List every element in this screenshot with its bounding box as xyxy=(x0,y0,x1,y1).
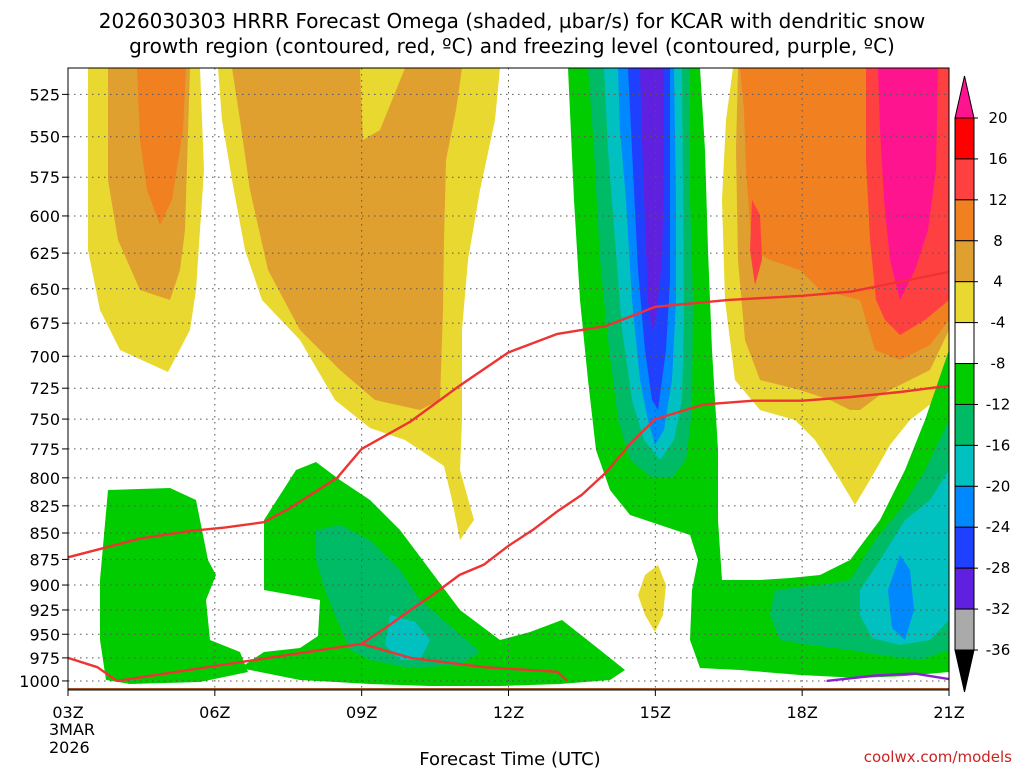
y-tick-label: 775 xyxy=(29,440,60,459)
y-tick-label: 925 xyxy=(29,601,60,620)
y-tick-label: 900 xyxy=(29,576,60,595)
colorbar-label: 16 xyxy=(988,150,1007,168)
colorbar-label: 12 xyxy=(988,191,1007,209)
omega-field-low-mid-teal xyxy=(316,525,480,668)
credit-text: coolwx.com/models xyxy=(864,748,1012,766)
colorbar-swatch xyxy=(954,322,975,365)
x-date-label-line1: 3MAR xyxy=(49,720,95,739)
y-tick-label: 750 xyxy=(29,410,60,429)
x-axis: 03Z 06Z 09Z 12Z 15Z 18Z 21Z xyxy=(52,690,965,722)
colorbar-swatch xyxy=(954,363,975,405)
y-tick-label: 525 xyxy=(29,85,60,104)
colorbar-label: 20 xyxy=(988,109,1007,127)
x-axis-title: Forecast Time (UTC) xyxy=(419,749,600,768)
colorbar-label: 4 xyxy=(993,273,1003,291)
x-tick-label: 09Z xyxy=(346,703,377,722)
colorbar-swatch xyxy=(954,281,975,324)
colorbar-label: -8 xyxy=(991,355,1006,373)
y-tick-label: 850 xyxy=(29,524,60,543)
colorbar-swatch xyxy=(954,526,975,569)
colorbar-label: 8 xyxy=(993,232,1003,250)
colorbar-label: -16 xyxy=(986,436,1011,454)
colorbar-swatch xyxy=(954,240,975,283)
chart-title-line1: 2026030303 HRRR Forecast Omega (shaded, … xyxy=(99,9,925,33)
y-tick-label: 975 xyxy=(29,649,60,668)
colorbar-label: -28 xyxy=(986,559,1011,577)
colorbar-label: -24 xyxy=(986,518,1011,536)
x-tick-label: 21Z xyxy=(933,703,964,722)
colorbar-bottom-arrow xyxy=(954,649,975,693)
y-tick-label: 1000 xyxy=(19,672,60,691)
omega-field-left-plume-core xyxy=(137,68,186,225)
omega-field-right-red-lobe xyxy=(750,200,762,285)
x-tick-label: 12Z xyxy=(493,703,524,722)
x-tick-label: 03Z xyxy=(52,703,83,722)
freezing-level-contour xyxy=(826,672,949,683)
colorbar-swatch xyxy=(954,158,975,201)
y-tick-label: 600 xyxy=(29,207,60,226)
y-tick-label: 875 xyxy=(29,550,60,569)
plot-area xyxy=(68,68,949,690)
colorbar-swatch xyxy=(954,444,975,487)
omega-field-low-left xyxy=(100,488,248,684)
dgz-contour-line xyxy=(68,384,949,683)
colorbar-label: -20 xyxy=(986,477,1011,495)
y-tick-label: 650 xyxy=(29,280,60,299)
omega-field-low-mid-cyan xyxy=(385,615,430,660)
y-tick-label: 675 xyxy=(29,314,60,333)
ground-surface xyxy=(68,688,949,690)
omega-field-right-plume-max xyxy=(878,68,938,300)
omega-field-mid-plume-inner xyxy=(232,68,462,410)
omega-field-low-right-cyan xyxy=(860,470,949,645)
colorbar-swatch xyxy=(954,117,975,160)
colorbar-top-arrow xyxy=(954,75,975,119)
x-tick-label: 06Z xyxy=(199,703,230,722)
dgz-contour-line xyxy=(68,270,949,559)
y-axis: 525 550 575 600 625 650 675 700 725 750 775 800 825 8… xyxy=(19,85,68,691)
y-tick-label: 725 xyxy=(29,379,60,398)
x-date-label-line2: 2026 xyxy=(49,738,90,757)
colorbar-swatch xyxy=(954,567,975,610)
omega-field-small-ascent xyxy=(638,565,666,632)
colorbar-label: -12 xyxy=(986,395,1011,413)
omega-field-mid-plume-gap xyxy=(360,68,405,140)
y-tick-label: 550 xyxy=(29,128,60,147)
contours xyxy=(68,270,949,683)
y-tick-label: 950 xyxy=(29,625,60,644)
dgz-contour-line xyxy=(361,642,569,682)
y-tick-label: 625 xyxy=(29,244,60,263)
y-tick-label: 800 xyxy=(29,469,60,488)
omega-field-descent-purple xyxy=(640,68,664,330)
colorbar-label: -32 xyxy=(986,600,1011,618)
omega-field-low-mid xyxy=(240,462,625,686)
x-tick-label: 15Z xyxy=(640,703,671,722)
y-tick-label: 825 xyxy=(29,497,60,516)
colorbar-swatch xyxy=(954,485,975,528)
chart-title-line2: growth region (contoured, red, ºC) and f… xyxy=(129,34,895,58)
colorbar: 20 16 12 8 4 -4 -8 -12 -16 -20 -24 -28 -32 -36 xyxy=(954,75,1011,693)
colorbar-swatch xyxy=(954,608,975,651)
colorbar-swatch xyxy=(954,199,975,242)
y-tick-label: 700 xyxy=(29,347,60,366)
y-tick-label: 575 xyxy=(29,168,60,187)
omega-field-low-right-lightblue xyxy=(888,555,914,640)
colorbar-label: -4 xyxy=(991,314,1006,332)
colorbar-swatch xyxy=(954,403,975,446)
colorbar-label: -36 xyxy=(986,641,1011,659)
x-tick-label: 18Z xyxy=(787,703,818,722)
